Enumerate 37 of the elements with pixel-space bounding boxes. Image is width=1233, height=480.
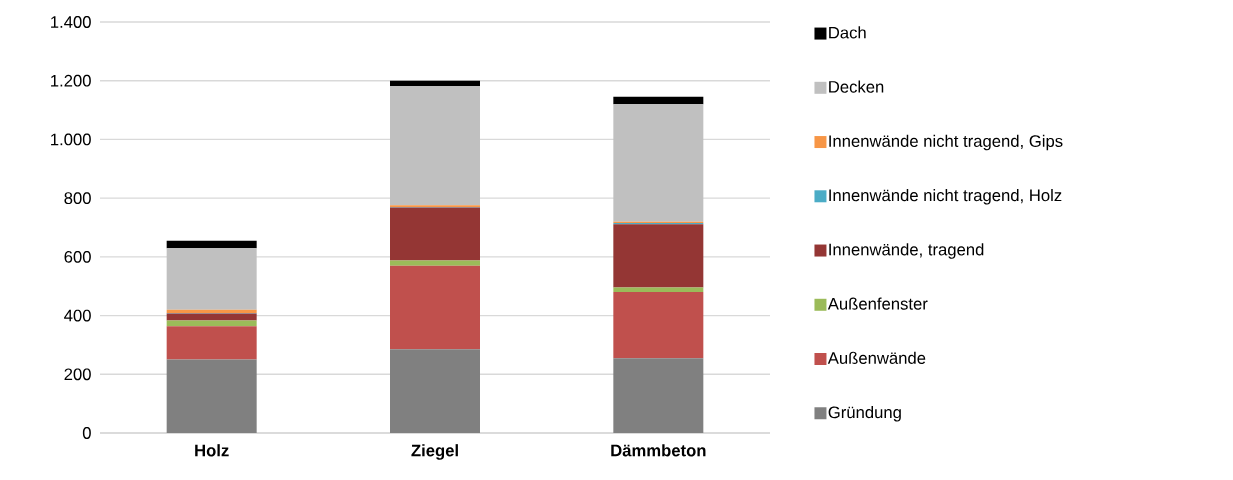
bar (166, 359, 257, 433)
bar (166, 248, 257, 310)
bar (390, 86, 480, 206)
bar (166, 326, 257, 360)
legend-label: Innenwände, tragend (829, 243, 984, 259)
bar (613, 358, 704, 433)
bar (613, 96, 704, 105)
y-tick-label: 0 (82, 427, 91, 439)
bar (166, 313, 257, 321)
x-tick-label: Dämmbeton (611, 444, 706, 457)
legend-label: Außenwände (827, 351, 926, 364)
bar (613, 224, 704, 288)
x-tick-label: Ziegel (411, 444, 458, 460)
y-tick-label: 600 (64, 250, 91, 263)
y-tick-label: 1.000 (51, 133, 91, 146)
y-tick-label: 1.200 (51, 74, 91, 87)
y-tick-label: 400 (64, 309, 91, 322)
bar (390, 349, 480, 433)
bar (390, 265, 480, 350)
bar (613, 104, 704, 222)
bar (390, 207, 480, 261)
y-tick-label: 200 (64, 368, 91, 381)
legend-label: Gründung (828, 405, 901, 422)
legend-label: Außenfenster (827, 297, 928, 310)
bar (166, 240, 257, 249)
bar (613, 292, 704, 359)
bar (390, 260, 480, 266)
bar (166, 320, 257, 327)
legend-label: Innenwände nicht tragend, Gips (829, 134, 1063, 151)
y-tick-label: 800 (64, 192, 91, 205)
legend-label: Dach (829, 26, 866, 39)
legend-label: Decken (829, 80, 884, 93)
bar (613, 287, 704, 293)
legend-label: Innenwände nicht tragend, Holz (829, 188, 1062, 205)
y-tick-label: 1.400 (51, 16, 91, 28)
x-tick-label: Holz (195, 444, 229, 457)
bar (390, 80, 480, 87)
